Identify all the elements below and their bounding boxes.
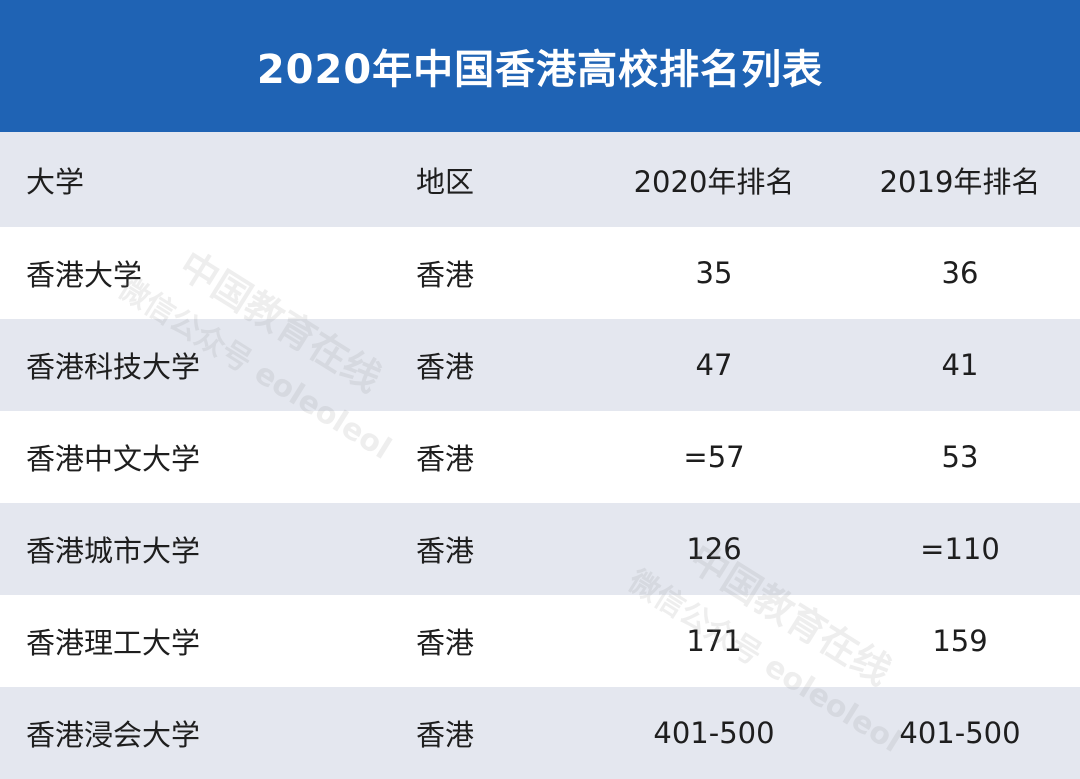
cell-region: 香港: [416, 534, 475, 568]
page-title: 2020年中国香港高校排名列表: [256, 47, 824, 93]
cell-rank-2019: 41: [941, 348, 979, 382]
cell-rank-2020: 35: [695, 256, 733, 290]
header-region: 地区: [416, 164, 475, 199]
ranking-table: 大学 地区 2020年排名 2019年排名 香港大学 香港 35 36 香港科技…: [0, 132, 1080, 779]
cell-rank-2019: 53: [941, 440, 979, 474]
cell-rank-2020: 171: [686, 624, 742, 658]
cell-rank-2020: 401-500: [653, 716, 775, 750]
cell-university: 香港科技大学: [26, 350, 201, 384]
table-row: 香港大学 香港 35 36: [0, 227, 1080, 319]
table-row: 香港科技大学 香港 47 41: [0, 319, 1080, 411]
cell-rank-2019: 159: [932, 624, 988, 658]
cell-rank-2019: 36: [941, 256, 979, 290]
table-row: 香港中文大学 香港 =57 53: [0, 411, 1080, 503]
cell-university: 香港理工大学: [26, 626, 201, 660]
table-row: 香港理工大学 香港 171 159: [0, 595, 1080, 687]
cell-university: 香港中文大学: [26, 442, 201, 476]
cell-region: 香港: [416, 258, 475, 292]
cell-university: 香港大学: [26, 258, 143, 292]
header-university: 大学: [26, 164, 85, 199]
cell-region: 香港: [416, 442, 475, 476]
header-rank-2019: 2019年排名: [879, 164, 1041, 199]
cell-region: 香港: [416, 718, 475, 752]
cell-rank-2019: 401-500: [899, 716, 1021, 750]
cell-university: 香港城市大学: [26, 534, 201, 568]
cell-region: 香港: [416, 626, 475, 660]
table-header-row: 大学 地区 2020年排名 2019年排名: [0, 132, 1080, 227]
cell-rank-2020: 47: [695, 348, 733, 382]
cell-rank-2020: 126: [686, 532, 742, 566]
header-rank-2020: 2020年排名: [633, 164, 795, 199]
title-bar: 2020年中国香港高校排名列表: [0, 0, 1080, 132]
cell-rank-2019: =110: [920, 532, 1000, 566]
cell-university: 香港浸会大学: [26, 718, 201, 752]
cell-rank-2020: =57: [683, 440, 745, 474]
table-row: 香港浸会大学 香港 401-500 401-500: [0, 687, 1080, 779]
table-row: 香港城市大学 香港 126 =110: [0, 503, 1080, 595]
cell-region: 香港: [416, 350, 475, 384]
